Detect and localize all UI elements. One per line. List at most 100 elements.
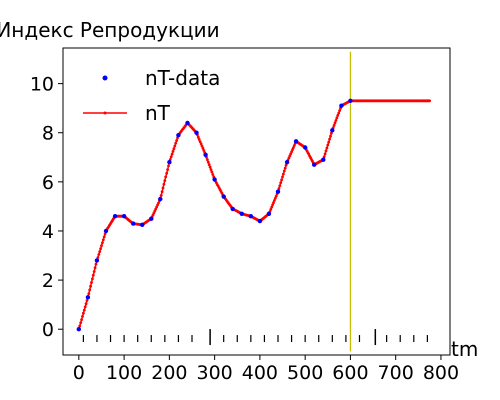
series-nt-point-18 — [93, 266, 97, 270]
y-tick-label-1: 2 — [42, 270, 54, 292]
series-nt-point-278 — [329, 134, 332, 138]
series-nt-data-point-18 — [239, 211, 244, 216]
series-nt-data-point-15 — [212, 177, 217, 182]
series-nt-point-237 — [292, 146, 295, 150]
series-nt-point-108 — [175, 139, 179, 143]
legend-label-nt-data: nT-data — [145, 66, 220, 90]
series-nt-point-98 — [166, 168, 170, 172]
series-nt-point-277 — [328, 137, 331, 141]
series-nt-point-103 — [170, 152, 174, 156]
legend-marker-nt — [103, 111, 107, 115]
series-nt-point-146 — [209, 168, 213, 172]
series-nt-point-29 — [103, 232, 107, 236]
series-nt-point-217 — [273, 196, 277, 200]
series-nt-point-1 — [78, 324, 82, 328]
series-nt-point-134 — [198, 140, 202, 144]
series-nt-point-234 — [289, 152, 293, 156]
series-nt-point-276 — [327, 140, 331, 144]
series-nt-point-16 — [91, 273, 95, 277]
series-nt-point-5 — [82, 311, 85, 315]
series-nt-point-15 — [91, 277, 94, 281]
series-nt-point-279 — [330, 131, 333, 135]
series-nt-point-25 — [100, 244, 103, 248]
series-nt-point-216 — [273, 199, 276, 202]
series-nt-point-235 — [290, 150, 293, 154]
series-nt-data-point-11 — [176, 133, 181, 138]
series-nt-data-point-7 — [140, 222, 145, 227]
series-nt-point-214 — [271, 203, 274, 207]
series-nt-point-273 — [324, 149, 328, 153]
series-nt-data-point-23 — [284, 160, 290, 165]
y-axis: 0 2 4 6 8 10 — [30, 74, 63, 341]
series-nt-data-point-28 — [330, 128, 335, 133]
series-nt-point-6 — [82, 308, 86, 312]
series-nt-data-point-6 — [131, 221, 136, 226]
series-nt-point-222 — [278, 184, 282, 188]
series-nt-point-99 — [167, 164, 170, 168]
x-tick-label-8: 800 — [423, 362, 459, 384]
series-nt-point-236 — [291, 148, 294, 152]
legend: nT-data nT — [83, 66, 220, 125]
x-axis-label: tm — [451, 337, 478, 361]
series-nt-point-226 — [282, 172, 285, 176]
series-nt-data-point-25 — [303, 145, 308, 150]
x-tick-label-3: 300 — [196, 362, 232, 384]
chart-title: Индекс Репродукции — [0, 18, 220, 42]
series-nt-point-274 — [325, 146, 329, 150]
series-nt-point-14 — [90, 281, 93, 284]
series-nt-point-218 — [274, 194, 278, 198]
series-nt-point-19 — [94, 262, 98, 266]
series-nt-point-136 — [200, 144, 204, 148]
series-nt-point-225 — [281, 175, 284, 179]
series-nt-point-13 — [89, 284, 92, 288]
series-nt-point-94 — [162, 182, 166, 186]
series-nt-point-221 — [277, 187, 281, 191]
series-nt-point-215 — [272, 201, 275, 205]
series-nt-point-144 — [207, 163, 211, 167]
series-nt-point-92 — [160, 190, 164, 194]
series-nt-point-232 — [287, 156, 291, 160]
series-nt-point-228 — [283, 166, 287, 170]
series-nt-point-147 — [210, 170, 214, 174]
series-nt-data-point-4 — [112, 214, 118, 219]
series-nt-data-point-12 — [185, 120, 190, 126]
series-nt-point-288 — [338, 109, 341, 112]
series-nt-data-point-22 — [275, 189, 281, 194]
series-nt-data-point-21 — [266, 211, 272, 216]
series-nt-point-135 — [199, 142, 203, 146]
legend-marker-nt-data — [102, 75, 108, 81]
series-nt-point-286 — [336, 114, 340, 117]
series-nt-data-point-3 — [103, 228, 109, 234]
series-nt-point-11 — [87, 292, 91, 295]
series-nt-point-8 — [84, 302, 88, 306]
series-nt-data-point-9 — [158, 196, 163, 202]
series-nt-data-point-30 — [348, 98, 353, 104]
series-nt-data-point-14 — [203, 152, 208, 157]
series-nt-point-271 — [322, 155, 326, 159]
series-nt-point-24 — [99, 247, 102, 251]
series-nt-data-point-1 — [85, 295, 91, 300]
series-nt-point-287 — [337, 111, 341, 115]
series-nt-point-212 — [269, 208, 273, 211]
series-nt-point-213 — [270, 205, 274, 209]
series-nt-point-137 — [201, 146, 205, 150]
legend-label-nt: nT — [145, 101, 171, 125]
x-tick-label-1: 100 — [106, 362, 142, 384]
series-nt-point-22 — [97, 253, 101, 256]
plot-frame — [62, 47, 451, 356]
series-nt-point-282 — [332, 124, 336, 127]
series-nt-point-145 — [208, 165, 212, 169]
series-nt-point-95 — [163, 179, 167, 183]
series-nt-line — [78, 100, 430, 330]
series-nt-data-point-19 — [248, 214, 253, 219]
series-nt-point-107 — [174, 141, 178, 145]
series-nt-data-point-24 — [293, 139, 299, 144]
y-tick-label-0: 0 — [42, 319, 54, 341]
series-nt-point-21 — [96, 256, 100, 259]
series-nt-data-point-27 — [321, 157, 326, 162]
series-nt-point-12 — [88, 288, 92, 292]
series-nt-point-132 — [196, 135, 200, 139]
series-nt-point-143 — [206, 160, 210, 164]
series-nt-point-9 — [85, 299, 89, 302]
